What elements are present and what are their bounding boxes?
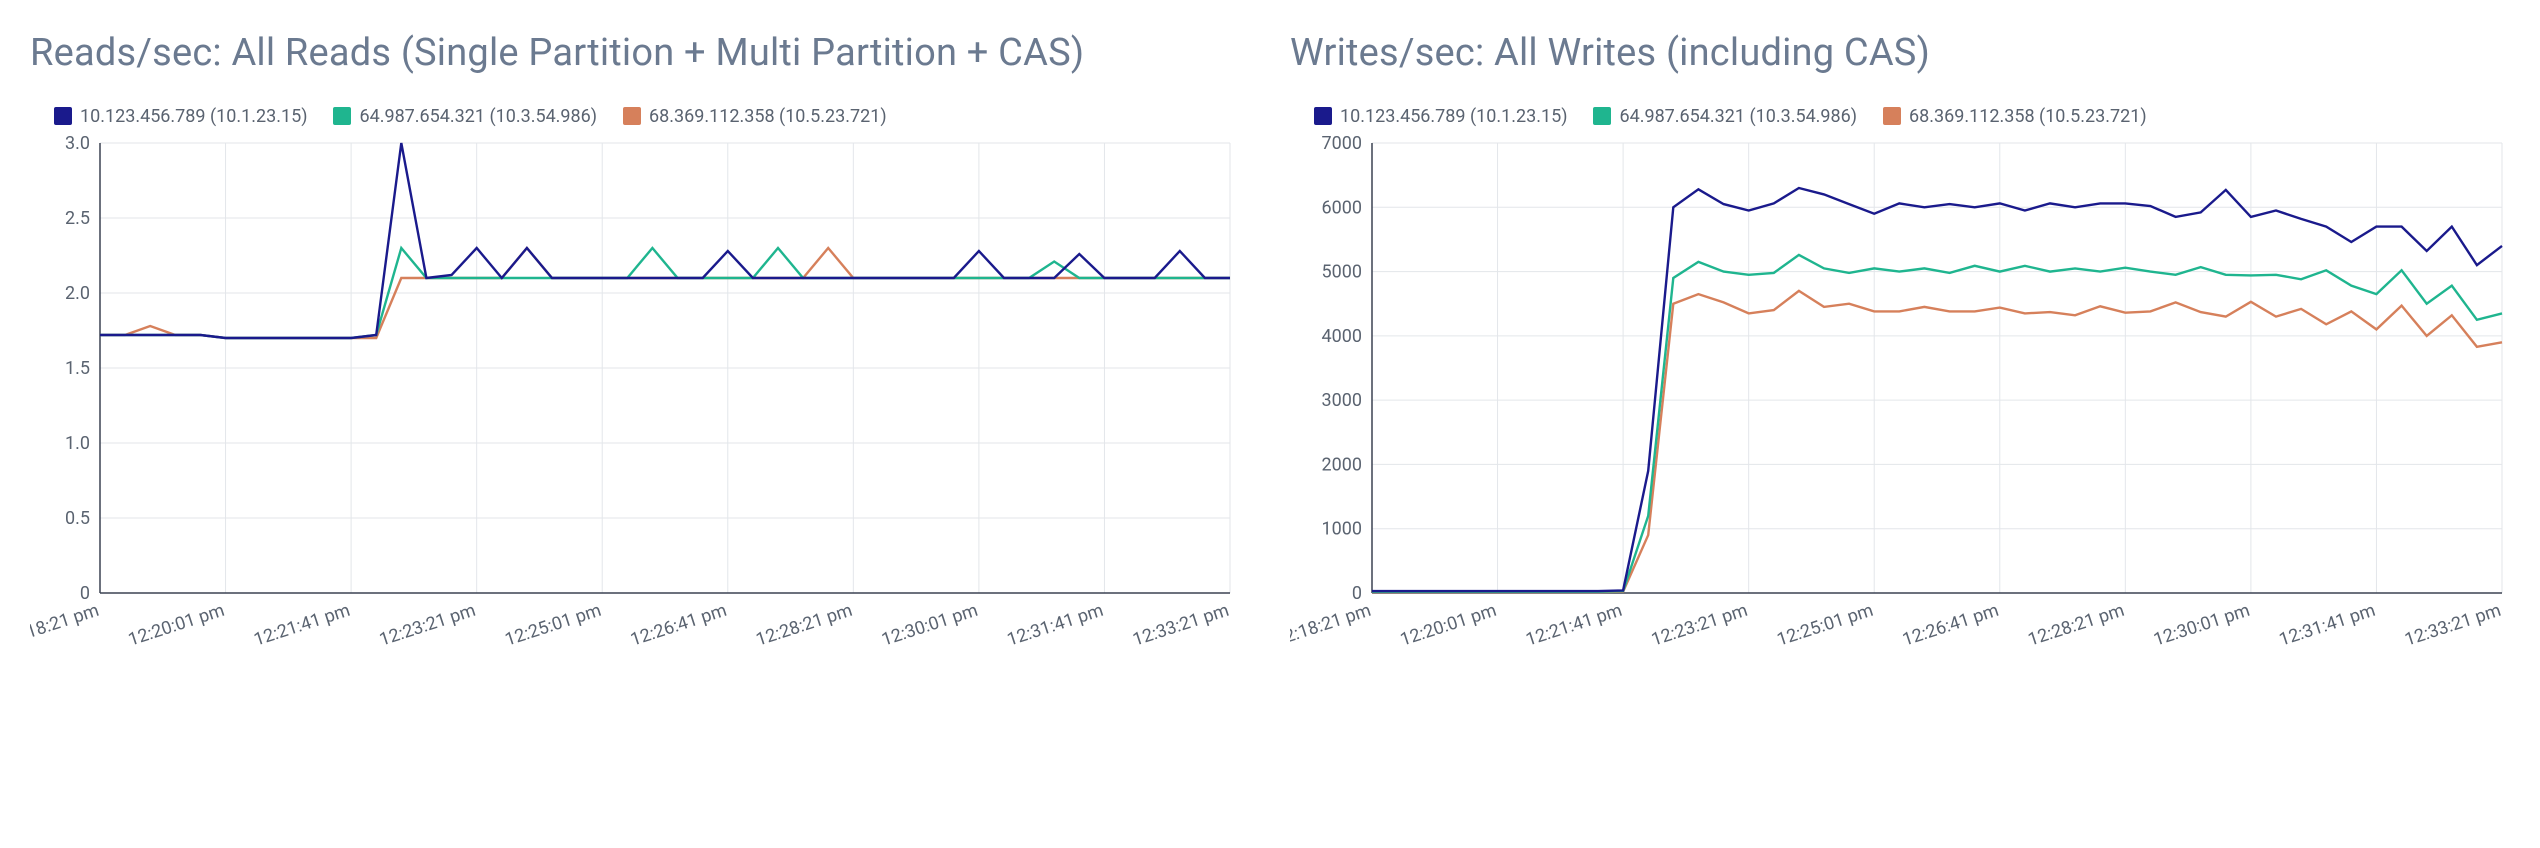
svg-text:0.5: 0.5 (65, 508, 90, 529)
legend-swatch-icon (1883, 107, 1901, 125)
legend-swatch-icon (333, 107, 351, 125)
svg-text:7000: 7000 (1322, 133, 1362, 154)
legend-item[interactable]: 68.369.112.358 (10.5.23.721) (1883, 106, 2147, 127)
svg-text:0: 0 (80, 583, 90, 604)
svg-text:12:25:01 pm: 12:25:01 pm (1774, 599, 1875, 650)
svg-text:12:33:21 pm: 12:33:21 pm (1130, 599, 1231, 650)
svg-text:12:20:01 pm: 12:20:01 pm (1398, 599, 1499, 650)
legend-swatch-icon (1314, 107, 1332, 125)
svg-text:3.0: 3.0 (65, 133, 90, 154)
svg-text:4000: 4000 (1322, 325, 1362, 346)
svg-text:12:18:21 pm: 12:18:21 pm (1290, 599, 1374, 650)
legend-swatch-icon (1593, 107, 1611, 125)
reads-title: Reads/sec: All Reads (Single Partition +… (30, 30, 1250, 78)
legend-item[interactable]: 68.369.112.358 (10.5.23.721) (623, 106, 887, 127)
legend-label: 64.987.654.321 (10.3.54.986) (359, 106, 597, 127)
legend-item[interactable]: 10.123.456.789 (10.1.23.15) (54, 106, 307, 127)
writes-line-chart: 0 1000 2000 3000 4000 5000 6000 7000 12:18:21 pm… (1290, 133, 2522, 713)
svg-text:12:30:01 pm: 12:30:01 pm (879, 599, 980, 650)
legend-label: 10.123.456.789 (10.1.23.15) (80, 106, 307, 127)
svg-text:12:21:41 pm: 12:21:41 pm (1523, 599, 1624, 650)
legend-item[interactable]: 10.123.456.789 (10.1.23.15) (1314, 106, 1567, 127)
legend-item[interactable]: 64.987.654.321 (10.3.54.986) (333, 106, 597, 127)
legend-label: 64.987.654.321 (10.3.54.986) (1619, 106, 1857, 127)
svg-text:12:31:41 pm: 12:31:41 pm (1005, 599, 1106, 650)
svg-text:12:30:01 pm: 12:30:01 pm (2151, 599, 2252, 650)
svg-text:12:18:21 pm: 12:18:21 pm (30, 599, 102, 650)
dashboard-row: Reads/sec: All Reads (Single Partition +… (0, 0, 2540, 848)
svg-text:12:23:21 pm: 12:23:21 pm (377, 599, 478, 650)
svg-text:6000: 6000 (1322, 197, 1362, 218)
reads-line-chart: 0 0.5 1.0 1.5 2.0 2.5 3.0 12:18:21 pm 12:20:01 p… (30, 133, 1250, 713)
svg-text:12:21:41 pm: 12:21:41 pm (251, 599, 352, 650)
svg-text:12:20:01 pm: 12:20:01 pm (126, 599, 227, 650)
svg-text:12:33:21 pm: 12:33:21 pm (2402, 599, 2503, 650)
svg-text:12:28:21 pm: 12:28:21 pm (2025, 599, 2126, 650)
svg-text:12:31:41 pm: 12:31:41 pm (2277, 599, 2378, 650)
reads-chart: 0 0.5 1.0 1.5 2.0 2.5 3.0 12:18:21 pm 12:20:01 p… (30, 133, 1250, 713)
legend-swatch-icon (623, 107, 641, 125)
svg-text:12:25:01 pm: 12:25:01 pm (502, 599, 603, 650)
writes-legend: 10.123.456.789 (10.1.23.15) 64.987.654.3… (1314, 106, 2510, 127)
svg-text:2.0: 2.0 (65, 283, 90, 304)
svg-text:1000: 1000 (1322, 518, 1362, 539)
svg-text:2.5: 2.5 (65, 208, 90, 229)
svg-text:5000: 5000 (1322, 261, 1362, 282)
legend-swatch-icon (54, 107, 72, 125)
svg-text:0: 0 (1352, 583, 1362, 604)
svg-text:12:28:21 pm: 12:28:21 pm (753, 599, 854, 650)
legend-item[interactable]: 64.987.654.321 (10.3.54.986) (1593, 106, 1857, 127)
svg-text:3000: 3000 (1322, 390, 1362, 411)
reads-panel: Reads/sec: All Reads (Single Partition +… (0, 0, 1270, 848)
svg-text:2000: 2000 (1322, 454, 1362, 475)
svg-text:1.5: 1.5 (65, 358, 90, 379)
writes-panel: Writes/sec: All Writes (including CAS) 1… (1270, 0, 2540, 848)
legend-label: 68.369.112.358 (10.5.23.721) (649, 106, 887, 127)
legend-label: 68.369.112.358 (10.5.23.721) (1909, 106, 2147, 127)
reads-legend: 10.123.456.789 (10.1.23.15) 64.987.654.3… (54, 106, 1250, 127)
svg-text:12:23:21 pm: 12:23:21 pm (1649, 599, 1750, 650)
writes-chart: 0 1000 2000 3000 4000 5000 6000 7000 12:18:21 pm… (1290, 133, 2510, 713)
svg-text:1.0: 1.0 (65, 433, 90, 454)
legend-label: 10.123.456.789 (10.1.23.15) (1340, 106, 1567, 127)
svg-text:12:26:41 pm: 12:26:41 pm (1900, 599, 2001, 650)
svg-text:12:26:41 pm: 12:26:41 pm (628, 599, 729, 650)
writes-title: Writes/sec: All Writes (including CAS) (1290, 30, 2510, 78)
